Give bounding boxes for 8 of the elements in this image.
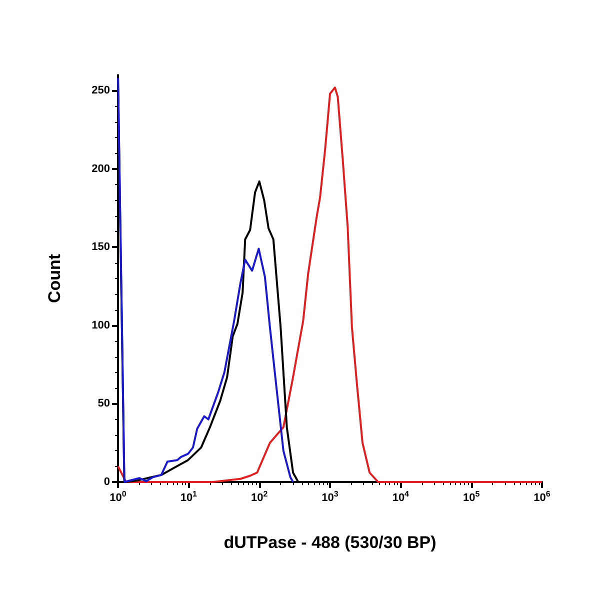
y-tick-label: 100 bbox=[92, 319, 110, 332]
y-axis-title: Count bbox=[45, 254, 64, 304]
y-tick-label: 250 bbox=[92, 84, 110, 97]
y-tick-label: 200 bbox=[92, 162, 110, 175]
y-tick-label: 150 bbox=[92, 241, 110, 254]
y-tick-label: 0 bbox=[104, 476, 110, 488]
x-axis-title: dUTPase - 488 (530/30 BP) bbox=[224, 533, 436, 552]
y-tick-label: 50 bbox=[98, 398, 110, 410]
